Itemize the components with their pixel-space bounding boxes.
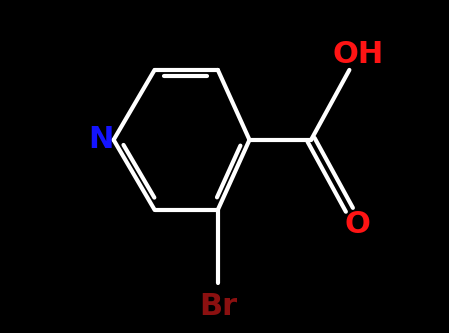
Text: N: N [88,125,114,155]
Text: OH: OH [332,40,383,70]
Text: O: O [345,210,370,239]
Text: Br: Br [199,292,237,321]
